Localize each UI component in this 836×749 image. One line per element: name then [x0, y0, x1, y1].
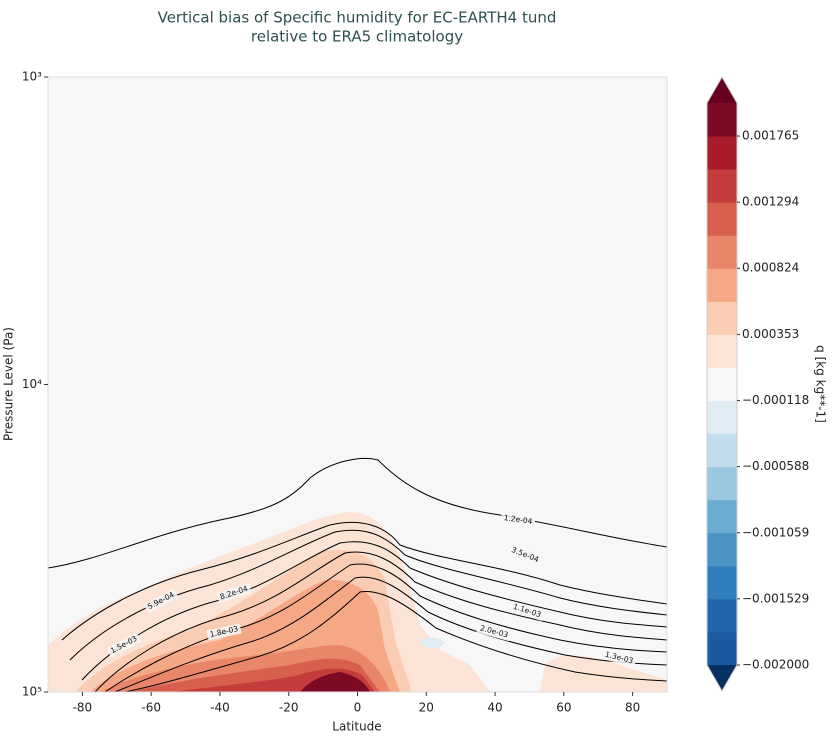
- bias-region: [300, 672, 370, 692]
- colorbar-bin: [707, 169, 737, 203]
- x-tick-label: -60: [141, 701, 161, 715]
- colorbar-bin: [707, 400, 737, 435]
- colorbar-bin: [707, 136, 737, 170]
- colorbar-label: q [kg kg**-1]: [814, 345, 828, 423]
- colorbar-bin: [707, 367, 737, 402]
- contour-label-bg: [216, 582, 252, 604]
- colorbar-tick-label: −0.001529: [742, 591, 809, 605]
- x-tick-label: -80: [73, 701, 93, 715]
- contour-label-bg: [106, 632, 142, 658]
- contour-line: [47, 457, 668, 569]
- y-axis-label: Pressure Level (Pa): [2, 327, 16, 441]
- colorbar-extend-max: [707, 77, 737, 103]
- x-tick-label: 60: [556, 701, 571, 715]
- contour-label-bg: [476, 622, 512, 642]
- colorbar-bin: [707, 103, 737, 137]
- y-tick-label: 10⁵: [22, 685, 42, 699]
- contour-label-bg: [509, 600, 545, 622]
- x-axis-label: Latitude: [332, 720, 381, 734]
- colorbar-bin: [707, 235, 737, 269]
- contour-label-bg: [206, 623, 242, 641]
- colorbar-tick-label: 0.001294: [742, 195, 799, 209]
- colorbar-bin: [707, 466, 737, 501]
- colorbar-tick-label: −0.000588: [742, 459, 809, 473]
- x-tick-label: -40: [210, 701, 230, 715]
- chart-title: Vertical bias of Specific humidity for E…: [158, 9, 557, 27]
- colorbar-extend-min: [707, 665, 737, 691]
- colorbar-bin: [707, 301, 737, 335]
- contour-line: [104, 563, 668, 693]
- colorbar-tick-label: −0.001059: [742, 525, 809, 539]
- chart-subtitle: relative to ERA5 climatology: [251, 28, 463, 46]
- x-tick-label: 0: [354, 701, 362, 715]
- colorbar-tick-label: −0.000118: [742, 393, 809, 407]
- colorbar-tick-label: 0.000353: [742, 327, 799, 341]
- colorbar-bin: [707, 433, 737, 468]
- contour-label-bg: [143, 588, 179, 614]
- contour-label-bg: [500, 512, 536, 528]
- x-tick-label: 20: [419, 701, 434, 715]
- contour-line: [114, 576, 668, 693]
- colorbar-tick-label: 0.000824: [742, 261, 799, 275]
- colorbar-bin: [707, 565, 737, 600]
- colorbar-tick-label: −0.002000: [742, 658, 809, 672]
- colorbar-tick-label: 0.001765: [742, 129, 799, 143]
- colorbar-bin: [707, 334, 737, 368]
- colorbar-bin: [707, 268, 737, 302]
- colorbar-bin: [707, 499, 737, 534]
- bias-region: [540, 655, 667, 692]
- x-tick-label: -20: [279, 701, 299, 715]
- x-tick-label: 40: [487, 701, 502, 715]
- y-tick-label: 10⁴: [22, 377, 42, 391]
- bias-region: [420, 637, 445, 649]
- colorbar-bin: [707, 598, 737, 633]
- contour-label-bg: [601, 649, 637, 667]
- field: [48, 77, 667, 692]
- colorbar-bin: [707, 631, 737, 666]
- colorbar-bin: [707, 202, 737, 236]
- contour-line: [124, 590, 668, 693]
- x-tick-label: 80: [625, 701, 640, 715]
- contour-label-bg: [507, 543, 543, 567]
- contour-line: [61, 521, 668, 641]
- contour-label: 1.2e-04: [503, 513, 533, 526]
- colorbar-bin: [707, 532, 737, 567]
- y-tick-label: 10³: [22, 70, 42, 84]
- contour-line: [94, 551, 668, 693]
- contour-line: [81, 541, 668, 681]
